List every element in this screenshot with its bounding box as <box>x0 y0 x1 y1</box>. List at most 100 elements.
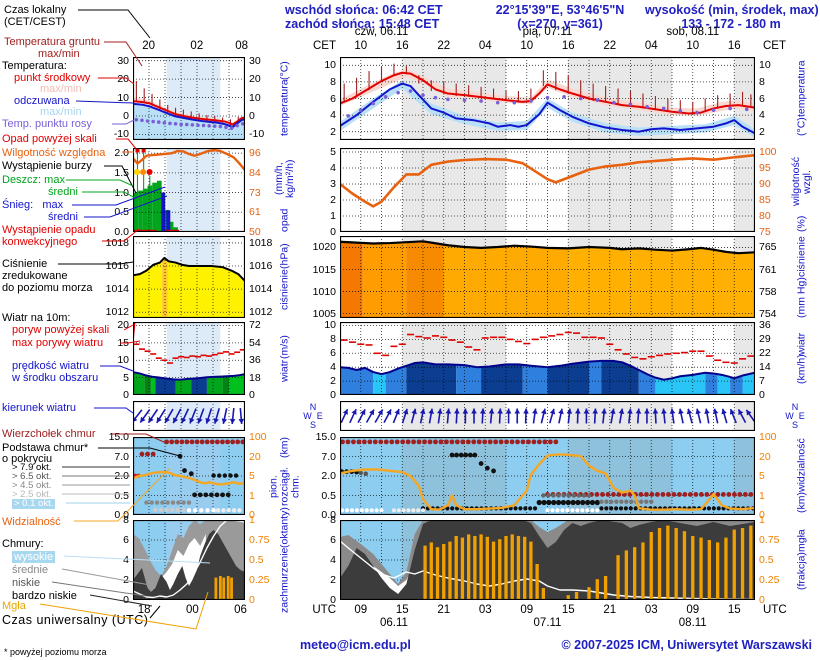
tick-label-right: 0 <box>759 594 765 606</box>
tick-label-left: 1012 <box>105 306 129 319</box>
tick-label-right: 0 <box>759 389 765 401</box>
tick-label-left: 20 <box>117 73 129 86</box>
tick-label-left: 2 <box>123 574 129 586</box>
fog-label: Mgła <box>2 600 26 612</box>
panel-mini-cover <box>132 519 246 601</box>
tick-label-left: 0 <box>330 594 336 606</box>
tick-label-right: 0.25 <box>759 574 780 586</box>
utc-time-label: Czas uniwersalny (UTC) <box>2 613 149 627</box>
ground-temp-label: Temperatura gruntu <box>4 36 100 48</box>
tick-label-right: 14 <box>759 361 771 374</box>
hour-label-bottom: 03 <box>644 604 658 616</box>
rain-max-label: Deszcz: max <box>2 174 65 186</box>
tick-label-right: 0 <box>249 389 255 401</box>
cloud-base-label-1: Podstawa chmur* <box>2 442 89 454</box>
tick-label-left: 10 <box>324 319 336 332</box>
tick-label-right: 18 <box>249 371 261 384</box>
storm-label: Wystąpienie burzy <box>2 160 92 172</box>
tick-label-right: 54 <box>249 336 261 349</box>
tick-label-right: 36 <box>759 319 771 332</box>
wind-direction-label: kierunek wiatru <box>2 402 76 414</box>
ground-temp-maxmin: max/min <box>38 48 80 60</box>
tick-label-right: 72 <box>249 319 261 332</box>
axis-title-right: (km) widzialność <box>795 438 808 514</box>
tick-label-right: 754 <box>759 307 777 320</box>
cloud-top-label: Wierzchołek chmur <box>2 428 96 440</box>
hour-label-bottom: 09 <box>686 604 700 616</box>
day-label: czw, 06.11 <box>354 26 409 38</box>
tick-label-left: 2 <box>330 194 336 206</box>
panel-main-pressure <box>339 235 756 319</box>
hour-label-top: 16 <box>561 40 575 52</box>
coordinates-label: 22°15'39"E, 53°46'5"N <box>495 3 625 17</box>
tick-label-left: 4 <box>330 109 336 122</box>
tick-label-right: 22 <box>759 347 771 360</box>
okta-45-label: > 4.5 okt. <box>12 480 52 491</box>
hour-label-top: 16 <box>727 40 741 52</box>
tick-label-left: 1.5 <box>114 166 129 179</box>
tick-label-left: 5 <box>123 371 129 384</box>
tick-label-left: 0.5 <box>321 489 336 502</box>
tick-label-right: 20 <box>249 73 261 86</box>
tick-label-right: 0.25 <box>249 574 270 586</box>
okta-01-label: > 0.1 okt. <box>12 498 56 509</box>
hour-label-bottom: 15 <box>727 604 741 616</box>
axis-title-left: wiatr (m/s) <box>278 335 291 382</box>
tick-label-left: 10 <box>117 354 129 367</box>
tick-label-right: 1 <box>759 489 765 502</box>
hour-label-top: 04 <box>644 40 658 52</box>
tick-label-left: 10 <box>117 91 129 104</box>
tick-label-right: 1 <box>249 489 255 502</box>
hour-label-top: 10 <box>686 40 700 52</box>
convective-precip-label-1: Wystąpienie opadu <box>2 224 96 236</box>
tick-label-left: 10 <box>324 59 336 72</box>
tick-label-left: 2 <box>330 375 336 388</box>
hour-label-bottom: 09 <box>520 604 534 616</box>
tick-label-left: 30 <box>117 54 129 67</box>
tick-label-left: 1015 <box>312 263 336 276</box>
tick-label-left: 6 <box>330 534 336 546</box>
tick-label-left: 4 <box>123 554 129 566</box>
tick-label-left: 1016 <box>105 260 129 273</box>
tick-label-left: 15 <box>117 336 129 349</box>
visibility-label: Widzialność <box>2 516 61 528</box>
tick-label-left: 6 <box>330 347 336 360</box>
tick-label-left: 1 <box>330 210 336 222</box>
mini-hour-top: 20 <box>142 40 156 52</box>
tick-label-right: 6 <box>759 92 765 105</box>
tick-label-right: 8 <box>759 75 765 88</box>
snow-max-label: Śnieg: max <box>2 199 64 211</box>
axis-title-right: (km/h) wiatr <box>795 332 808 385</box>
tick-label-right: 765 <box>759 241 777 254</box>
email-link[interactable]: meteo@icm.edu.pl <box>300 638 411 652</box>
wind-10m-label: Wiatr na 10m: <box>2 312 71 324</box>
hour-label-top: 22 <box>603 40 617 52</box>
tick-label-left: 0 <box>330 226 336 238</box>
clouds-label: Chmury: <box>2 538 44 550</box>
day-label: pią, 07.11 <box>522 26 573 38</box>
snow-mean-label: średni <box>48 211 78 223</box>
tick-label-right: 30 <box>249 54 261 67</box>
axis-title-left: zachmurzenie (oktanty) <box>278 506 291 614</box>
tick-label-left: 6 <box>123 534 129 546</box>
mini-hour-bottom: 18 <box>137 604 151 616</box>
grid-point-label: (x=270, y=361) <box>517 17 603 31</box>
tick-label-right: 100 <box>249 431 267 443</box>
axis-title-left: temperatura (°C) <box>278 60 291 137</box>
precip-above-scale-label: Opad powyżej skali <box>2 133 97 145</box>
hour-label-top: 16 <box>395 40 409 52</box>
wind-speed-label-2: w środku obszaru <box>12 372 99 384</box>
altitude-values: 133 - 172 - 180 m <box>681 17 781 31</box>
mini-hour-bottom: 06 <box>234 604 247 616</box>
tick-label-right: 50 <box>249 226 261 238</box>
tick-label-left: 8 <box>330 333 336 346</box>
tick-label-left: 2 <box>330 574 336 586</box>
hour-label-top: 10 <box>354 40 368 52</box>
tick-label-left: 1020 <box>312 241 336 254</box>
tick-label-right: 0.5 <box>249 554 264 566</box>
tick-label-left: 4 <box>330 162 336 174</box>
axis-title-left: ciśnienie (hPa) <box>278 243 291 311</box>
cet-unit-left: CET <box>313 40 336 52</box>
